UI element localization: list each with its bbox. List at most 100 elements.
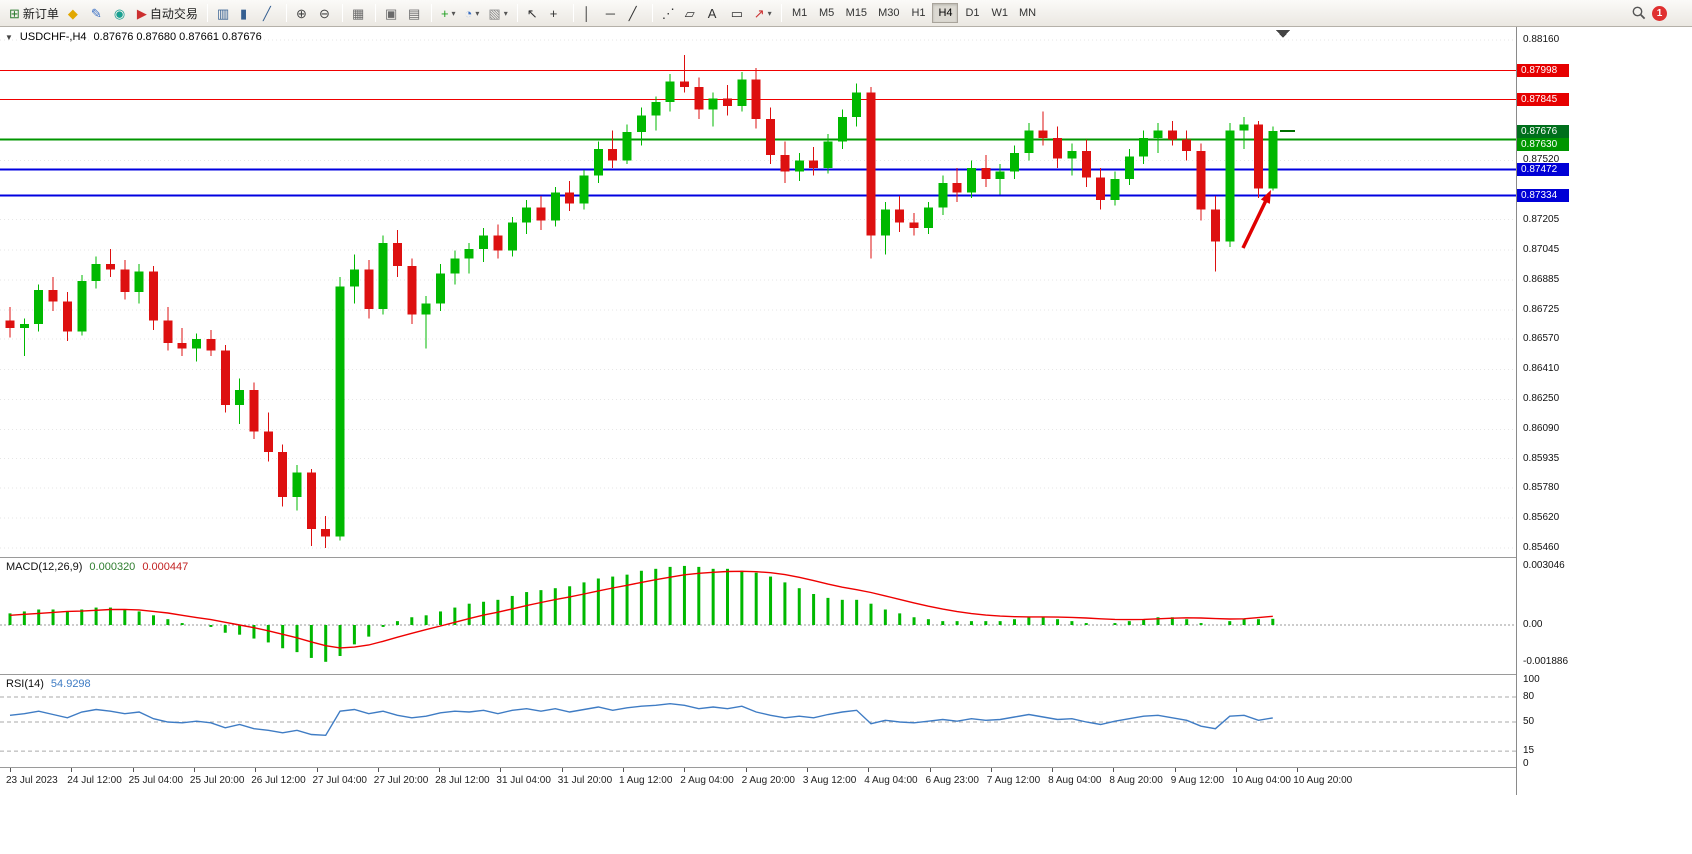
price-axis-label: 0.88160 [1523,34,1560,45]
horizontal-line-button[interactable]: ─ [602,2,624,24]
macd-pane[interactable]: MACD(12,26,9) 0.000320 0.000447 [0,558,1516,675]
time-axis-tick [1113,768,1115,772]
zoom-in-button[interactable]: ⊕ [292,2,314,24]
zoom-out-button[interactable]: ⊖ [315,2,337,24]
price-plot[interactable] [0,27,1516,558]
autotrading-label: 自动交易 [149,6,198,21]
rsi-plot[interactable] [0,675,1516,768]
tile-windows-button[interactable]: ▦ [348,2,370,24]
candle [1196,151,1206,210]
macd-plot[interactable] [0,558,1516,675]
candle [206,339,216,351]
timeframe-h4-button[interactable]: H4 [932,3,959,23]
candle [909,222,919,229]
candle [536,207,546,221]
timeframe-m30-button[interactable]: M30 [873,3,904,23]
price-axis-label: 0.85780 [1523,481,1560,493]
arrange-charts-button[interactable]: ▤ [404,2,426,24]
price-tag: 0.87998 [1517,64,1569,78]
bar-chart-button[interactable]: ▥ [213,2,235,24]
arrows-button[interactable]: ↗ ▾ [750,2,776,24]
price-axis-label: 0.86410 [1523,363,1560,375]
fibonacci-icon: ⋰ [661,5,675,21]
time-axis-tick [929,768,931,772]
cascade-windows-button[interactable]: ▣ [381,2,403,24]
text-button[interactable]: A [704,2,726,24]
candle [134,271,144,293]
time-axis-tick [745,768,747,772]
time-axis-label: 10 Aug 04:00 [1232,775,1291,786]
rsi-axis-label: 80 [1523,691,1535,702]
time-axis-tick [684,768,686,772]
vertical-line-button[interactable]: │ [579,2,601,24]
timeframe-mn-button[interactable]: MN [1014,3,1041,23]
candle [1081,151,1091,178]
timeframe-d1-button[interactable]: D1 [959,3,985,23]
candle [1124,156,1134,180]
rsi-pane[interactable]: RSI(14) 54.9298 [0,675,1516,768]
time-axis-tick [1236,768,1237,772]
search-button[interactable] [1627,2,1651,24]
time-axis-tick [990,768,992,772]
chart-dropdown-icon[interactable]: ▼ [5,32,13,42]
candle [392,243,402,266]
templates-button[interactable]: ▧ ▾ [484,2,511,24]
candle [995,171,1005,180]
time-axis-tick [255,768,257,772]
candle [1210,209,1220,242]
candle [938,182,948,208]
toolbar-separator [206,4,208,22]
time-axis-tick [500,768,502,772]
toolbar-separator [651,4,653,22]
cascade-windows-icon: ▣ [384,5,398,21]
cursor-button[interactable]: ↖ [523,2,545,24]
metaeditor-button[interactable]: ✎ [87,2,109,24]
timeframe-w1-button[interactable]: W1 [986,3,1013,23]
price-chart-pane[interactable]: ▼ USDCHF-,H4 0.87676 0.87680 0.87661 0.8… [0,27,1516,558]
price-axis-label: 0.86885 [1523,273,1560,285]
community-button[interactable]: ◉ [110,2,132,24]
notification-badge[interactable]: 1 [1652,5,1667,21]
timeframe-m1-button[interactable]: M1 [787,3,813,23]
fibonacci-button[interactable]: ⋰ [658,2,680,24]
timeframe-m15-button[interactable]: M15 [841,3,872,23]
timeframe-h1-button[interactable]: H1 [905,3,931,23]
candle [77,280,87,332]
toolbar-separator [374,4,376,22]
arrow-annotation-head[interactable] [1260,190,1271,204]
toolbar-separator [572,4,574,22]
community-icon: ◉ [113,5,126,21]
arrow-annotation-line[interactable] [1241,196,1270,249]
candle [19,324,29,328]
chart-shift-marker[interactable] [1276,30,1290,38]
new-order-button[interactable]: ⊞ 新订单 [5,2,63,24]
candlestick-chart-button[interactable]: ▮ [236,2,258,24]
time-axis-label: 31 Jul 04:00 [496,775,551,786]
candle [809,160,819,168]
periods-icon: ◔ [464,5,473,21]
price-axis: 0.88160 0.87520 0.87205 0.87045 0.86885 0.867… [1516,27,1692,795]
time-axis-tick [561,768,563,772]
autotrading-button[interactable]: ▶ 自动交易 [133,2,202,24]
trendline-button[interactable]: ╱ [625,2,647,24]
candle [378,243,388,310]
timeframe-m5-button[interactable]: M5 [814,3,840,23]
candle [766,119,776,155]
line-chart-button[interactable]: ╱ [259,2,281,24]
candle [723,98,732,106]
periods-button[interactable]: ◔ ▾ [461,2,484,24]
crosshair-button[interactable]: + [546,2,568,24]
indicators-button[interactable]: + ▾ [437,2,460,24]
strategy-tester-button[interactable]: ◆ [64,2,86,24]
channel-button[interactable]: ▱ [681,2,703,24]
price-axis-label: 0.86725 [1523,303,1560,315]
candle [1239,124,1249,131]
chevron-down-icon: ▾ [767,8,772,18]
time-axis-tick [1052,768,1054,772]
text-label-button[interactable]: ▭ [727,2,749,24]
autotrading-icon: ▶ [136,5,147,21]
candle [34,290,44,325]
horizontal-line-icon: ─ [605,5,615,21]
candle [263,431,273,453]
price-tag: 0.87334 [1517,189,1569,203]
